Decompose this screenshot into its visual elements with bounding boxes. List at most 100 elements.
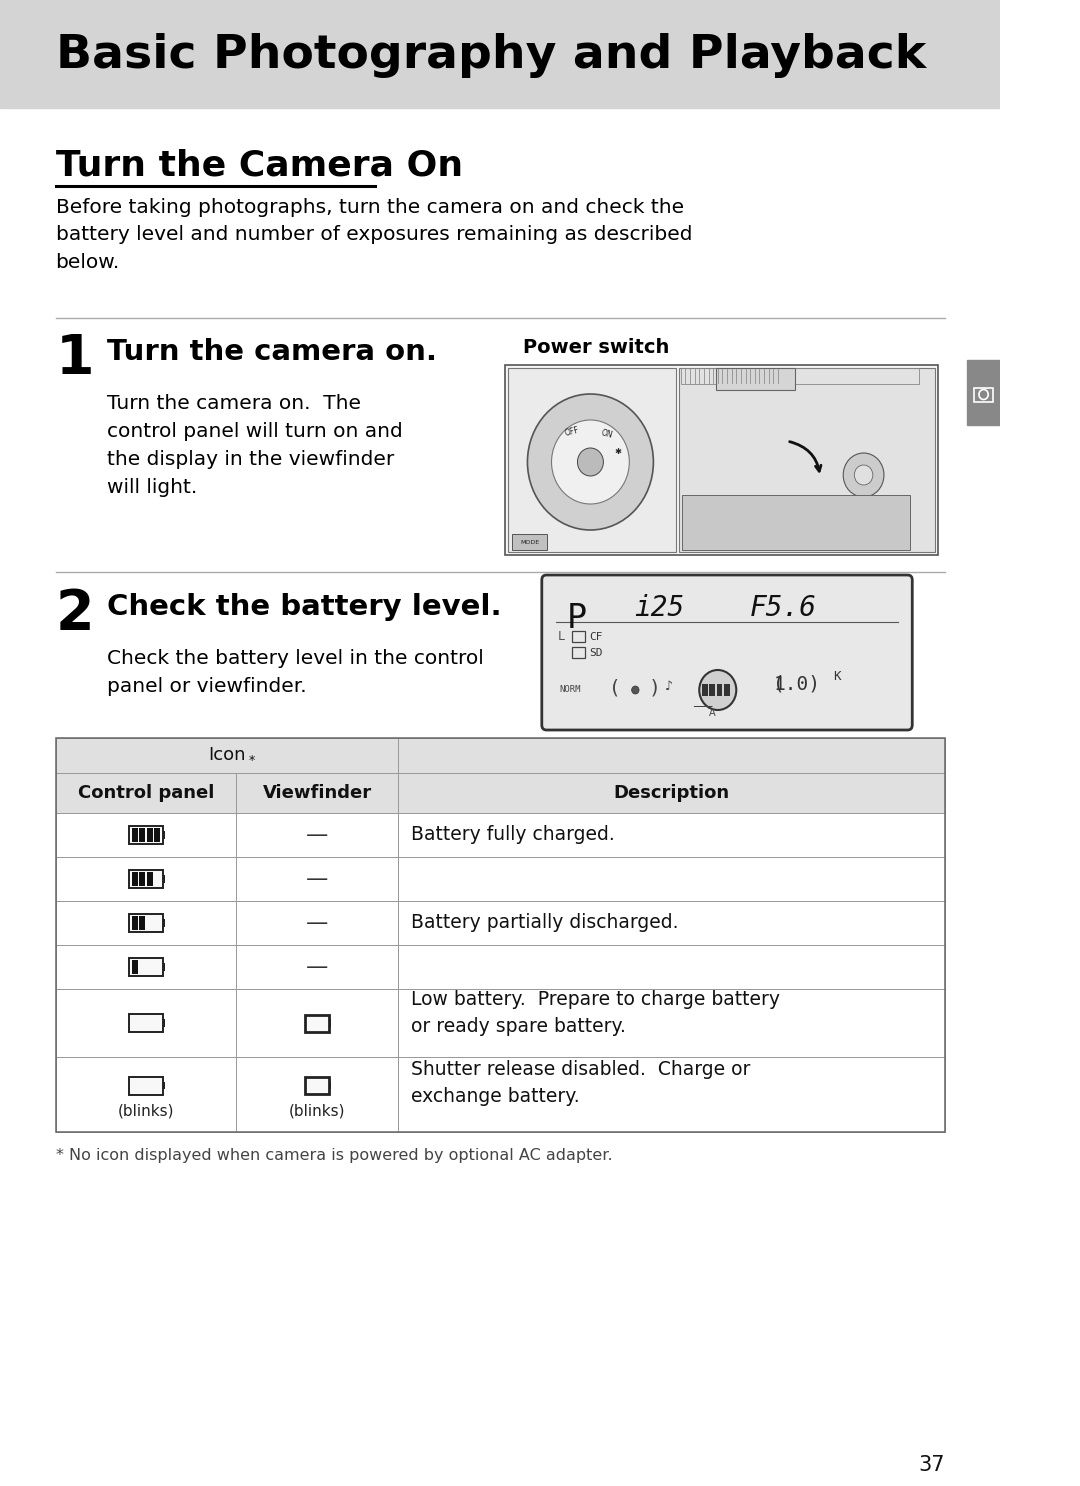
Bar: [702, 684, 707, 695]
Text: Turn the camera on.  The
control panel will turn on and
the display in the viewf: Turn the camera on. The control panel wi…: [107, 394, 402, 496]
Bar: [237, 813, 399, 857]
Text: Battery fully charged.: Battery fully charged.: [411, 826, 615, 844]
Text: —: —: [306, 957, 328, 976]
Bar: [710, 684, 715, 695]
Bar: [55, 773, 237, 813]
Text: 1: 1: [773, 675, 785, 694]
Bar: [163, 963, 165, 970]
Circle shape: [854, 465, 873, 484]
Bar: [504, 366, 939, 554]
FancyBboxPatch shape: [542, 575, 913, 730]
Bar: [512, 533, 548, 550]
Bar: [139, 872, 145, 886]
Bar: [55, 1057, 237, 1132]
Bar: [132, 915, 137, 930]
Circle shape: [699, 670, 737, 710]
Text: MODE: MODE: [521, 539, 539, 544]
Bar: [508, 369, 676, 551]
Text: Control panel: Control panel: [78, 785, 214, 802]
Bar: [132, 960, 137, 973]
Text: ON: ON: [600, 428, 613, 440]
Bar: [163, 875, 165, 883]
Bar: [399, 739, 945, 773]
Bar: [163, 831, 165, 838]
Bar: [130, 869, 163, 889]
Text: Basic Photography and Playback: Basic Photography and Playback: [55, 34, 926, 79]
Text: (.0): (.0): [773, 675, 821, 694]
Text: Viewfinder: Viewfinder: [262, 785, 372, 802]
Text: * No icon displayed when camera is powered by optional AC adapter.: * No icon displayed when camera is power…: [55, 1149, 612, 1164]
Bar: [55, 901, 237, 945]
Bar: [130, 958, 163, 976]
Bar: [679, 369, 935, 551]
Bar: [55, 739, 945, 1132]
Bar: [681, 495, 910, 550]
Text: CF: CF: [589, 632, 603, 642]
Bar: [306, 1015, 329, 1031]
Bar: [399, 945, 945, 990]
Bar: [237, 901, 399, 945]
Text: (: (: [609, 678, 621, 697]
Bar: [572, 646, 585, 658]
Text: ▔▔▔: ▔▔▔: [692, 704, 713, 713]
Bar: [974, 388, 993, 401]
Bar: [130, 1076, 163, 1095]
Text: OFF: OFF: [564, 426, 580, 438]
Text: 37: 37: [918, 1455, 945, 1476]
Text: (blinks): (blinks): [118, 1104, 174, 1119]
Text: NORM: NORM: [559, 685, 581, 694]
Circle shape: [632, 687, 639, 694]
Bar: [237, 773, 399, 813]
Text: —: —: [306, 912, 328, 933]
Circle shape: [527, 394, 653, 531]
Bar: [130, 914, 163, 932]
Bar: [55, 857, 237, 901]
Text: 1: 1: [55, 331, 94, 386]
Bar: [237, 945, 399, 990]
Bar: [329, 1019, 332, 1027]
Bar: [399, 901, 945, 945]
Bar: [237, 1057, 399, 1132]
Text: Check the battery level.: Check the battery level.: [107, 593, 501, 621]
Text: Battery partially discharged.: Battery partially discharged.: [411, 914, 678, 933]
Text: (blinks): (blinks): [289, 1104, 346, 1119]
Bar: [572, 632, 585, 642]
Bar: [399, 857, 945, 901]
Bar: [399, 813, 945, 857]
Bar: [725, 684, 730, 695]
Bar: [130, 1013, 163, 1031]
Bar: [163, 1082, 165, 1089]
Text: Description: Description: [613, 785, 729, 802]
Bar: [147, 872, 152, 886]
Bar: [399, 773, 945, 813]
Text: ): ): [648, 678, 660, 697]
Circle shape: [552, 421, 630, 504]
Text: Low battery.  Prepare to charge battery
or ready spare battery.: Low battery. Prepare to charge battery o…: [411, 990, 780, 1036]
Text: Power switch: Power switch: [524, 337, 670, 357]
Bar: [967, 360, 1000, 425]
Bar: [399, 990, 945, 1057]
Text: 2: 2: [55, 587, 94, 640]
Bar: [163, 1019, 165, 1027]
Bar: [716, 369, 795, 389]
Text: ♪: ♪: [665, 681, 673, 692]
Text: Before taking photographs, turn the camera on and check the
battery level and nu: Before taking photographs, turn the came…: [55, 198, 692, 272]
Bar: [132, 828, 137, 843]
Text: Turn the Camera On: Turn the Camera On: [55, 149, 462, 181]
Text: *: *: [249, 753, 255, 767]
Text: ✱: ✱: [615, 447, 622, 456]
Circle shape: [843, 453, 883, 496]
Text: i25: i25: [634, 594, 685, 623]
Bar: [329, 1082, 332, 1089]
Bar: [237, 857, 399, 901]
Bar: [717, 684, 723, 695]
Text: —: —: [306, 825, 328, 846]
Text: A: A: [708, 707, 715, 718]
Bar: [55, 945, 237, 990]
Text: F5.6: F5.6: [751, 594, 818, 623]
Bar: [237, 990, 399, 1057]
Text: Turn the camera on.: Turn the camera on.: [107, 337, 436, 366]
Bar: [154, 828, 160, 843]
Bar: [147, 828, 152, 843]
Text: SD: SD: [589, 648, 603, 658]
